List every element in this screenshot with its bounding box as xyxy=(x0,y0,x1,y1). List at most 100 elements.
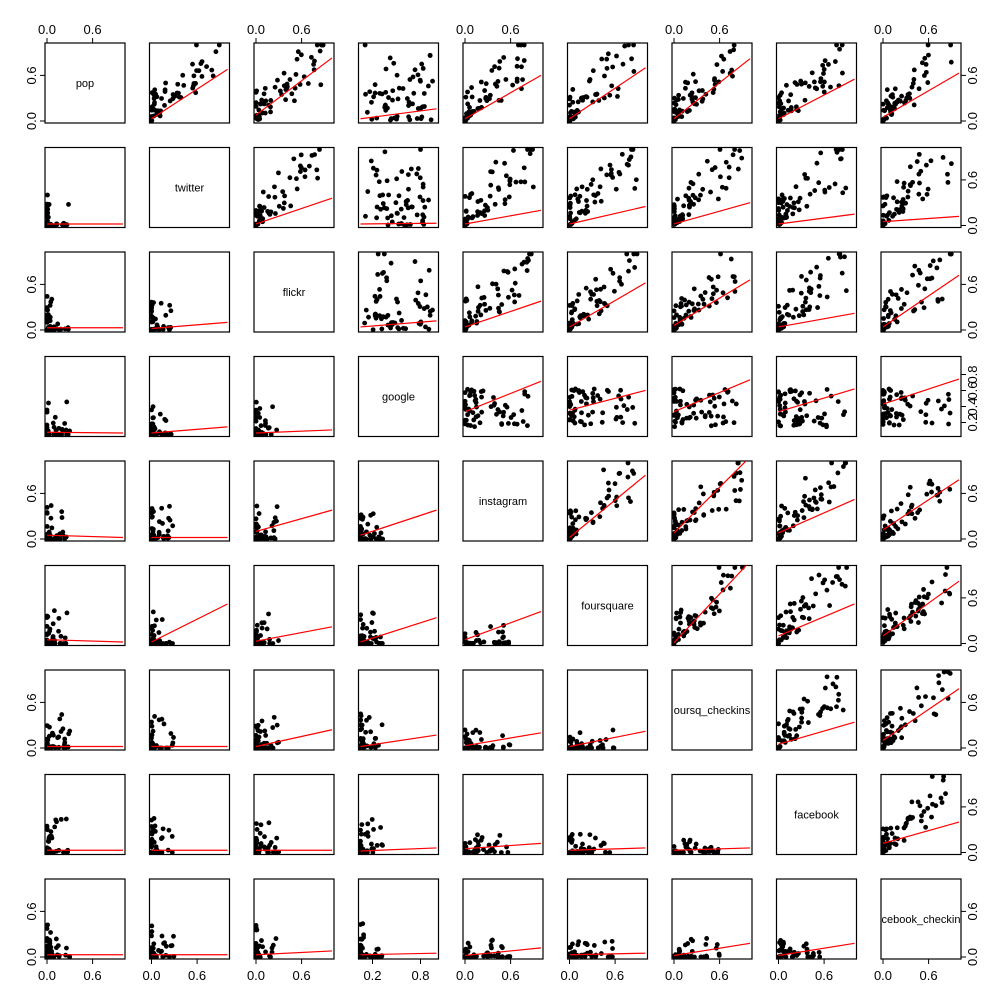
data-point xyxy=(731,420,737,426)
data-point xyxy=(46,536,51,541)
data-point xyxy=(256,511,262,516)
data-point xyxy=(149,632,154,637)
data-point xyxy=(475,413,481,419)
data-point xyxy=(674,610,680,616)
data-point xyxy=(785,208,790,213)
data-point xyxy=(811,79,817,85)
data-point xyxy=(311,61,316,67)
data-point xyxy=(463,949,468,955)
data-point xyxy=(399,169,405,174)
data-point xyxy=(358,827,363,833)
data-point xyxy=(779,503,784,509)
data-point xyxy=(899,715,905,721)
fit-line xyxy=(778,603,855,637)
data-point xyxy=(272,84,278,90)
data-point xyxy=(568,739,574,745)
data-point xyxy=(894,506,900,512)
data-point xyxy=(811,495,817,501)
panel-marks xyxy=(567,938,646,959)
data-point xyxy=(678,398,683,404)
data-point xyxy=(925,186,931,192)
data-point xyxy=(820,62,826,68)
data-point xyxy=(716,953,722,958)
data-point xyxy=(841,412,846,418)
data-point xyxy=(511,292,517,298)
data-point xyxy=(369,817,375,822)
tick-label: 0.6 xyxy=(24,66,39,84)
data-point xyxy=(907,164,913,170)
data-point xyxy=(803,175,809,181)
panel-frame xyxy=(775,146,858,229)
data-point xyxy=(272,184,277,190)
data-point xyxy=(886,845,892,851)
panel-frame xyxy=(880,251,962,333)
data-point xyxy=(463,398,468,404)
data-point xyxy=(594,303,600,309)
data-point xyxy=(791,601,797,606)
panel-frame xyxy=(148,460,231,542)
data-point xyxy=(587,832,593,838)
data-point xyxy=(679,321,685,327)
tick-label: 0.6 xyxy=(188,968,206,983)
panel-frame xyxy=(44,878,126,960)
data-point xyxy=(496,629,501,635)
data-point xyxy=(463,850,468,855)
data-point xyxy=(254,950,260,955)
data-point xyxy=(368,744,374,750)
data-point xyxy=(672,100,677,106)
data-point xyxy=(832,181,838,187)
panel-marks xyxy=(360,43,437,123)
panel-marks xyxy=(45,293,123,332)
data-point xyxy=(829,461,834,466)
data-point xyxy=(274,504,280,510)
panel-frame xyxy=(357,355,440,438)
data-point xyxy=(507,742,513,748)
data-point xyxy=(512,266,518,272)
data-point xyxy=(319,43,325,48)
data-point xyxy=(672,418,678,424)
data-point xyxy=(716,565,722,570)
data-point xyxy=(700,491,706,497)
data-point xyxy=(396,85,402,91)
data-point xyxy=(704,158,710,164)
panel-frame xyxy=(253,42,335,124)
panel-marks xyxy=(358,921,437,959)
fit-line xyxy=(673,379,751,413)
data-point xyxy=(806,84,812,89)
panel-frame xyxy=(671,564,753,647)
data-point xyxy=(885,740,891,746)
data-point xyxy=(152,87,158,93)
data-point xyxy=(821,89,827,95)
data-point xyxy=(706,409,712,415)
data-point xyxy=(731,47,737,53)
data-point xyxy=(502,197,508,203)
panel-marks xyxy=(567,147,646,228)
data-point xyxy=(149,326,154,332)
data-point xyxy=(507,182,513,188)
data-point xyxy=(149,407,154,413)
data-point xyxy=(487,193,493,199)
data-point xyxy=(900,417,906,423)
data-point xyxy=(799,508,805,513)
data-point xyxy=(199,74,205,79)
data-point xyxy=(170,92,176,97)
data-point xyxy=(255,728,261,733)
panel-frame xyxy=(671,355,753,438)
data-point xyxy=(595,745,601,750)
panel-frame xyxy=(566,42,649,124)
data-point xyxy=(777,109,783,115)
data-point xyxy=(620,420,626,425)
data-point xyxy=(469,94,475,100)
data-point xyxy=(885,729,890,735)
data-point xyxy=(939,687,945,693)
data-point xyxy=(890,631,895,637)
data-point xyxy=(165,528,171,534)
data-point xyxy=(180,72,186,78)
data-point xyxy=(168,731,174,736)
data-point xyxy=(782,321,788,326)
data-point xyxy=(939,600,945,606)
data-point xyxy=(259,745,265,750)
data-point xyxy=(904,290,910,296)
data-point xyxy=(703,954,709,959)
data-point xyxy=(420,198,426,203)
